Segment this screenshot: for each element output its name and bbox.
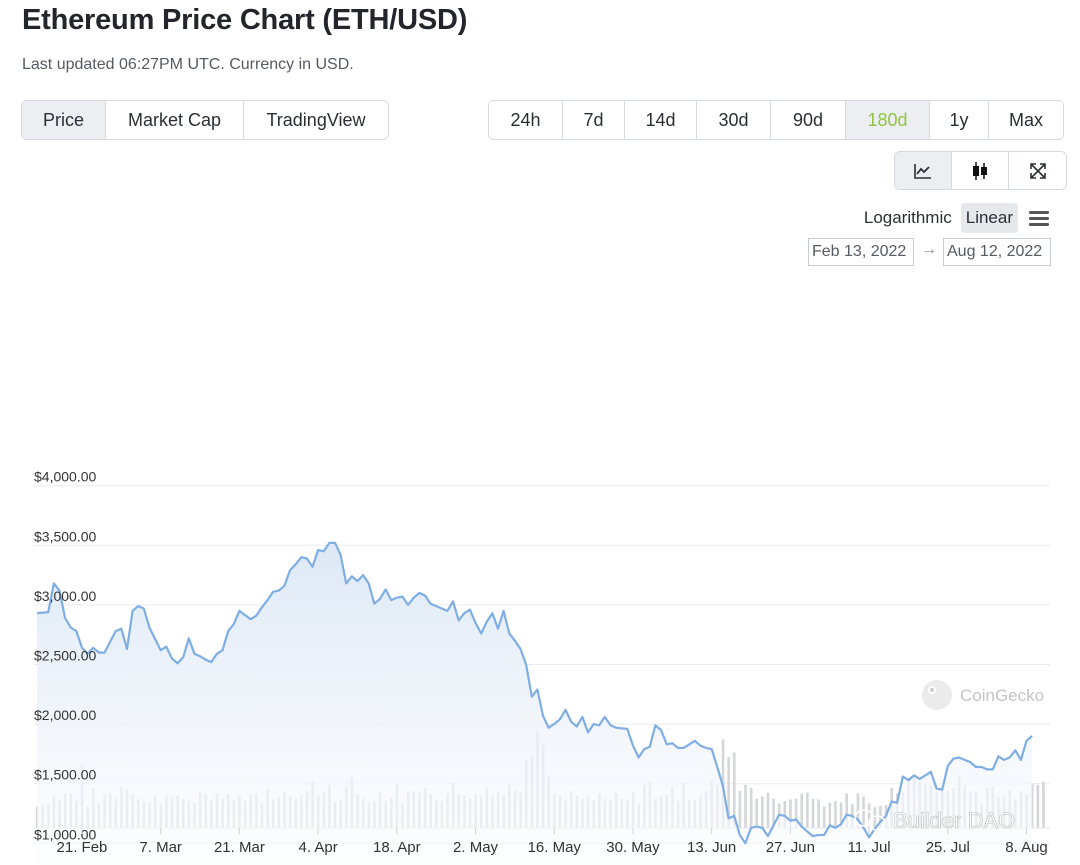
volume-bar [732,752,736,828]
logarithmic-scale-option[interactable]: Logarithmic [863,208,952,227]
y-tick-label: $3,500.00 [34,528,96,544]
volume-bar [806,792,809,828]
x-tick-label: 4. Apr [299,839,338,856]
scale-toggle: Logarithmic Linear [859,203,1050,233]
volume-bar [738,791,742,828]
x-tick-label: 2. May [453,839,499,856]
price-area [36,541,1033,865]
volume-bar [862,796,865,828]
volume-bar [755,798,759,828]
x-tick-label: 8. Aug [1005,839,1048,856]
price-chart[interactable]: $4,000.00 $3,500.00 $3,000.00 $2,500.00 $2,0… [0,280,1080,865]
volume-bar [1036,784,1040,828]
volume-bar [789,799,792,828]
tab-market-cap[interactable]: Market Cap [106,101,244,139]
x-tick-label: 25. Jul [926,839,970,856]
range-180d-button[interactable]: 180d [846,101,930,139]
x-tick-label: 18. Apr [373,839,421,856]
range-14d-button[interactable]: 14d [625,101,697,139]
volume-bar [817,799,820,828]
price-area-fill [37,542,1033,865]
x-tick-label: 11. Jul [848,839,891,856]
coingecko-label: CoinGecko [960,686,1044,705]
volume-bar [766,792,770,828]
line-chart-icon [914,163,931,179]
volume-bar [749,787,753,828]
volume-bar [811,798,815,828]
y-axis-labels: $4,000.00 $3,500.00 $3,000.00 $2,500.00 $2,0… [34,469,96,843]
builder-dao-label: Builder DAO [893,808,1015,833]
range-7d-button[interactable]: 7d [563,101,625,139]
range-90d-button[interactable]: 90d [771,101,846,139]
y-tick-label: $1,500.00 [34,767,96,783]
y-tick-label: $2,000.00 [34,707,96,723]
volume-bar [744,784,747,828]
price-line [36,541,1033,845]
range-max-button[interactable]: Max [989,101,1063,139]
date-to-input[interactable]: Aug 12, 2022 [943,238,1051,266]
hamburger-menu-icon[interactable] [1028,209,1050,227]
fullscreen-icon [1029,162,1046,179]
chat-bubble-icon [854,809,886,831]
range-30d-button[interactable]: 30d [697,101,771,139]
page-title: Ethereum Price Chart (ETH/USD) [22,4,468,36]
linear-scale-option[interactable]: Linear [960,203,1018,233]
x-axis-labels: 21. Feb 7. Mar 21. Mar 4. Apr 18. Apr 2. May 1… [57,828,1048,856]
volume-bar [727,757,730,828]
volume-bar [1042,781,1045,828]
volume-bar [839,802,843,828]
y-tick-label: $4,000.00 [34,469,96,485]
x-tick-label: 27. Jun [766,839,815,856]
chart-type-tools [894,151,1067,190]
volume-bar [761,796,764,828]
range-24h-button[interactable]: 24h [489,101,563,139]
volume-bar [822,806,826,828]
y-tick-label: $1,000.00 [34,826,96,842]
volume-bar [772,798,775,828]
x-tick-label: 30. May [606,839,660,856]
y-tick-label: $3,000.00 [34,588,96,604]
line-chart-button[interactable] [895,152,952,189]
volume-bar [845,793,848,828]
x-tick-label: 21. Feb [57,839,108,856]
x-tick-label: 13. Jun [687,839,736,856]
volume-bar [1030,783,1034,828]
coingecko-watermark: CoinGecko [922,680,1044,710]
range-1y-button[interactable]: 1y [930,101,989,139]
volume-bar [867,803,871,828]
volume-bar [873,807,877,828]
volume-bar [834,801,837,828]
last-updated-text: Last updated 06:27PM UTC. Currency in US… [22,56,354,73]
volume-bar [828,802,832,828]
tab-tradingview[interactable]: TradingView [244,101,388,139]
builder-dao-watermark: Builder DAO [854,808,1016,833]
date-range-arrow: → [921,241,937,258]
candlestick-button[interactable] [952,152,1009,189]
date-from-input[interactable]: Feb 13, 2022 [808,238,914,266]
volume-bar [800,793,804,828]
fullscreen-button[interactable] [1009,152,1066,189]
tab-price[interactable]: Price [22,101,106,139]
x-tick-label: 16. May [528,839,582,856]
y-tick-label: $2,500.00 [34,648,96,664]
volume-bar [794,798,798,828]
x-tick-label: 21. Mar [214,839,265,856]
volume-bar [783,801,787,828]
candlestick-icon [973,161,987,180]
x-tick-label: 7. Mar [139,839,182,856]
time-range-tabs: 24h 7d 14d 30d 90d 180d 1y Max [488,100,1064,140]
volume-bar [856,793,860,828]
chart-view-tabs: Price Market Cap TradingView [21,100,389,140]
